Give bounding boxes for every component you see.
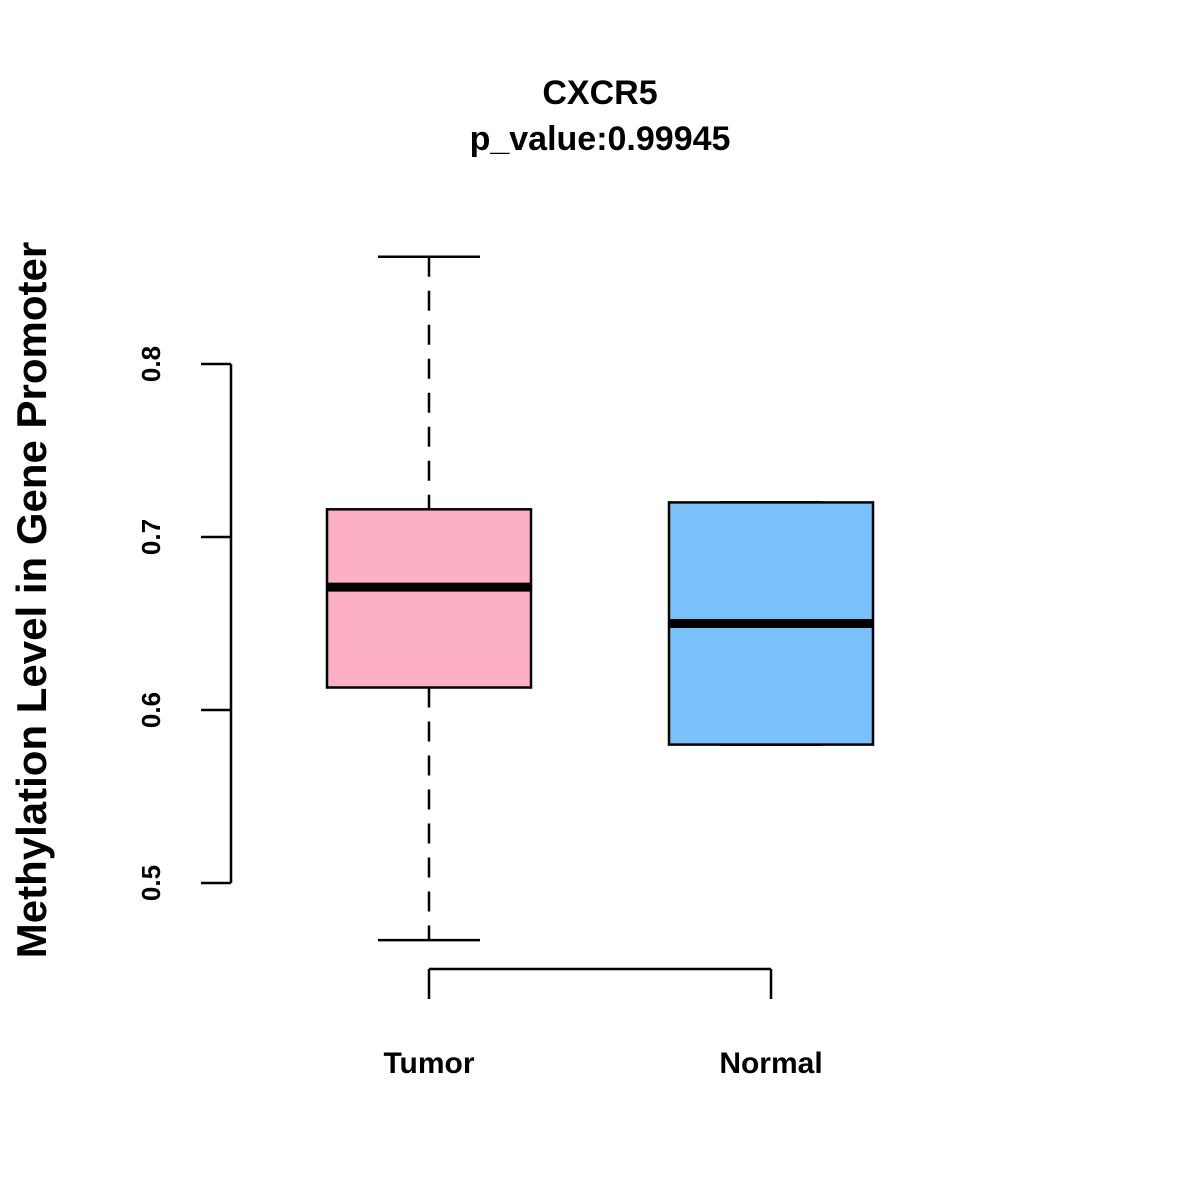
chart-subtitle: p_value:0.99945 <box>470 120 731 158</box>
x-axis: Tumor Normal <box>383 967 823 1080</box>
boxes-group <box>325 255 875 942</box>
box-normal <box>667 501 875 746</box>
box-rect <box>325 508 533 689</box>
y-tick-label: 0.8 <box>136 346 166 382</box>
y-tick-label: 0.6 <box>136 692 166 728</box>
x-tick-label: Normal <box>719 1047 822 1080</box>
y-axis-label: Methylation Level in Gene Promoter <box>8 242 55 958</box>
y-axis: 0.5 0.6 0.7 0.8 <box>136 346 233 901</box>
x-tick-label: Tumor <box>383 1047 474 1080</box>
box-tumor <box>325 255 533 942</box>
chart-title: CXCR5 <box>542 74 657 112</box>
y-tick-label: 0.7 <box>136 519 166 555</box>
y-tick-label: 0.5 <box>136 865 166 901</box>
